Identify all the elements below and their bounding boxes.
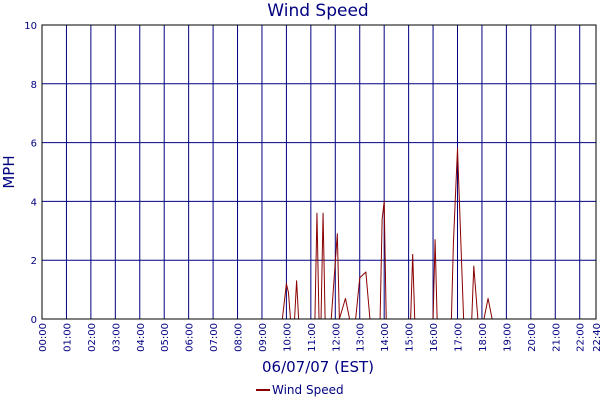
x-tick-label: 09:00	[258, 323, 269, 352]
y-axis-ticks: 0 2 4 6 8 10	[24, 21, 37, 326]
x-tick-label: 03:00	[111, 323, 122, 352]
y-tick-label: 8	[31, 80, 37, 91]
series-line-wind-speed	[42, 147, 596, 320]
y-tick-label: 2	[31, 256, 37, 267]
x-tick-label: 14:00	[380, 323, 391, 352]
legend: Wind Speed	[256, 383, 344, 397]
series-group	[42, 147, 596, 320]
y-tick-label: 0	[31, 315, 37, 326]
plot-frame	[41, 24, 597, 320]
x-tick-label: 08:00	[234, 323, 245, 352]
x-tick-label: 13:00	[356, 323, 367, 352]
legend-entry-wind-speed: Wind Speed	[272, 383, 344, 397]
y-tick-label: 4	[31, 197, 37, 208]
x-tick-label: 11:00	[307, 323, 318, 352]
x-axis-label: 06/07/07 (EST)	[262, 358, 374, 376]
x-tick-label: 04:00	[136, 323, 147, 352]
x-tick-label: 10:00	[282, 323, 293, 352]
x-tick-label: 06:00	[185, 323, 196, 352]
x-axis-ticks: 00:00 01:00 02:00 03:00 04:00 05:00 06:00 07:00…	[38, 323, 600, 352]
x-tick-label: 15:00	[405, 323, 416, 352]
x-tick-label: 01:00	[62, 323, 73, 352]
y-tick-label: 10	[24, 21, 37, 32]
x-tick-label: 00:00	[38, 323, 49, 352]
x-tick-label: 16:00	[429, 323, 440, 352]
x-tick-label: 19:00	[502, 323, 513, 352]
x-tick-label: 12:00	[331, 323, 342, 352]
x-tick-label: 22:40	[592, 323, 600, 352]
x-tick-label: 18:00	[478, 323, 489, 352]
x-tick-label: 22:00	[576, 323, 587, 352]
x-tick-label: 02:00	[87, 323, 98, 352]
x-tick-label: 21:00	[551, 323, 562, 352]
y-tick-label: 6	[31, 139, 37, 150]
x-tick-label: 07:00	[209, 323, 220, 352]
x-tick-label: 20:00	[527, 323, 538, 352]
chart-title: Wind Speed	[267, 1, 368, 21]
grid	[41, 24, 597, 320]
x-tick-label: 05:00	[160, 323, 171, 352]
x-tick-label: 17:00	[454, 323, 465, 352]
y-axis-label: MPH	[0, 155, 18, 188]
